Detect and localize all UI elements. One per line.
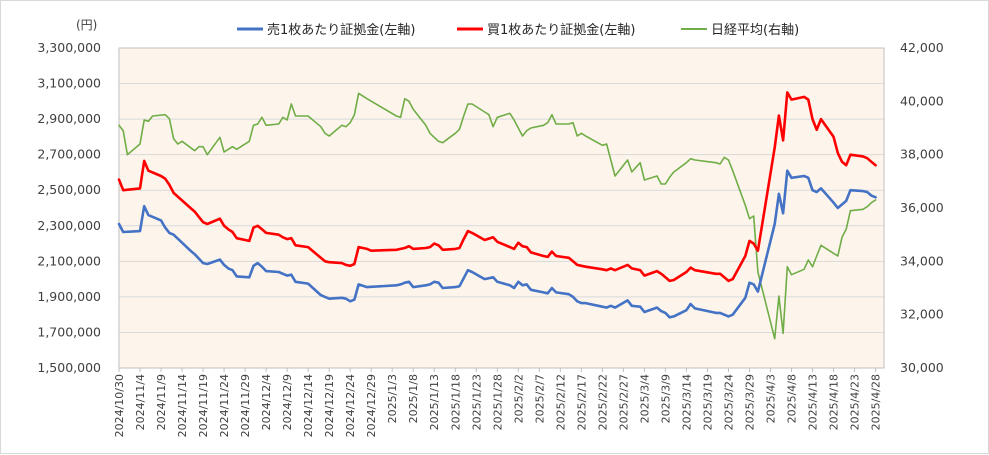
series-line-2 [118,92,877,340]
right-tick-label: 32,000 [900,307,944,322]
right-tick-label: 36,000 [900,200,944,215]
x-tick-label: 2025/4/3 [765,374,778,423]
legend-label-0: 売1枚あたり証拠金(左軸) [267,22,415,38]
x-tick-label: 2025/4/28 [870,374,883,430]
x-tick-label: 2024/12/9 [281,374,294,430]
right-tick-label: 38,000 [900,147,944,162]
right-tick-label: 42,000 [900,40,944,55]
left-axis: 1,500,000 1,700,000 1,900,000 2,100,000 2,30… [37,40,101,375]
x-tick-label: 2024/11/9 [155,374,168,430]
x-tick-label: 2024/12/19 [323,374,336,437]
left-tick-label: 3,100,000 [37,76,101,91]
left-tick-label: 3,300,000 [37,40,101,55]
x-tick-label: 2025/2/12 [554,374,567,430]
x-tick-label: 2024/11/14 [176,374,189,437]
x-tick-label: 2024/11/24 [218,374,231,437]
x-tick-label: 2025/1/8 [407,374,420,423]
x-tick-label: 2025/1/3 [386,374,399,423]
series-line-1 [117,91,877,283]
x-axis: 2024/10/30 2024/11/4 2024/11/9 2024/11/14 20… [113,368,883,437]
x-tick-label: 2024/11/19 [197,374,210,437]
x-tick-label: 2025/1/13 [428,374,441,430]
x-tick-label: 2025/3/29 [743,374,756,430]
x-tick-label: 2025/1/28 [491,374,504,430]
x-tick-label: 2025/3/14 [680,374,693,430]
x-tick-label: 2025/4/8 [786,374,799,423]
legend-label-2: 日経平均(右軸) [711,23,799,38]
x-tick-label: 2024/12/29 [365,374,378,437]
x-tick-label: 2025/3/4 [638,374,651,423]
x-tick-label: 2025/3/9 [659,374,672,423]
right-axis: 30,000 32,000 34,000 36,000 38,000 40,000 42,0… [900,40,944,375]
left-tick-label: 1,500,000 [37,360,101,375]
left-tick-label: 2,700,000 [37,147,101,162]
x-tick-label: 2024/11/29 [239,374,252,437]
x-tick-label: 2024/11/4 [134,374,147,430]
unit-label: (円) [76,18,97,32]
x-tick-label: 2025/2/22 [596,374,609,430]
plot-background [119,48,884,368]
x-tick-label: 2025/2/7 [533,374,546,423]
x-tick-label: 2025/4/13 [807,374,820,430]
x-tick-label: 2025/3/24 [722,374,735,430]
x-tick-label: 2025/4/23 [849,374,862,430]
left-tick-label: 2,900,000 [37,111,101,126]
x-tick-label: 2025/1/23 [470,374,483,430]
x-tick-label: 2025/2/17 [575,374,588,430]
x-tick-label: 2024/12/24 [344,374,357,437]
right-tick-label: 40,000 [900,93,944,108]
x-tick-label: 2025/2/27 [617,374,630,430]
x-tick-label: 2024/12/4 [260,374,273,430]
left-tick-label: 2,500,000 [37,182,101,197]
right-tick-label: 30,000 [900,360,944,375]
left-tick-label: 2,100,000 [37,253,101,268]
x-tick-label: 2025/1/18 [449,374,462,430]
left-tick-label: 1,700,000 [37,324,101,339]
series-line-0 [117,169,877,319]
plot-border [118,47,885,369]
x-tick-label: 2024/12/14 [302,374,315,437]
right-tick-label: 34,000 [900,253,944,268]
x-tick-label: 2025/2/2 [512,374,525,423]
x-tick-label: 2025/3/19 [701,374,714,430]
grid-lines [118,47,885,369]
series-lines [117,91,877,340]
left-tick-label: 2,300,000 [37,218,101,233]
legend: 売1枚あたり証拠金(左軸) 買1枚あたり証拠金(左軸) 日経平均(右軸) [237,22,799,38]
x-tick-label: 2025/4/18 [828,374,841,430]
left-tick-label: 1,900,000 [37,289,101,304]
x-tick-label: 2024/10/30 [113,374,126,437]
legend-label-1: 買1枚あたり証拠金(左軸) [487,22,635,38]
